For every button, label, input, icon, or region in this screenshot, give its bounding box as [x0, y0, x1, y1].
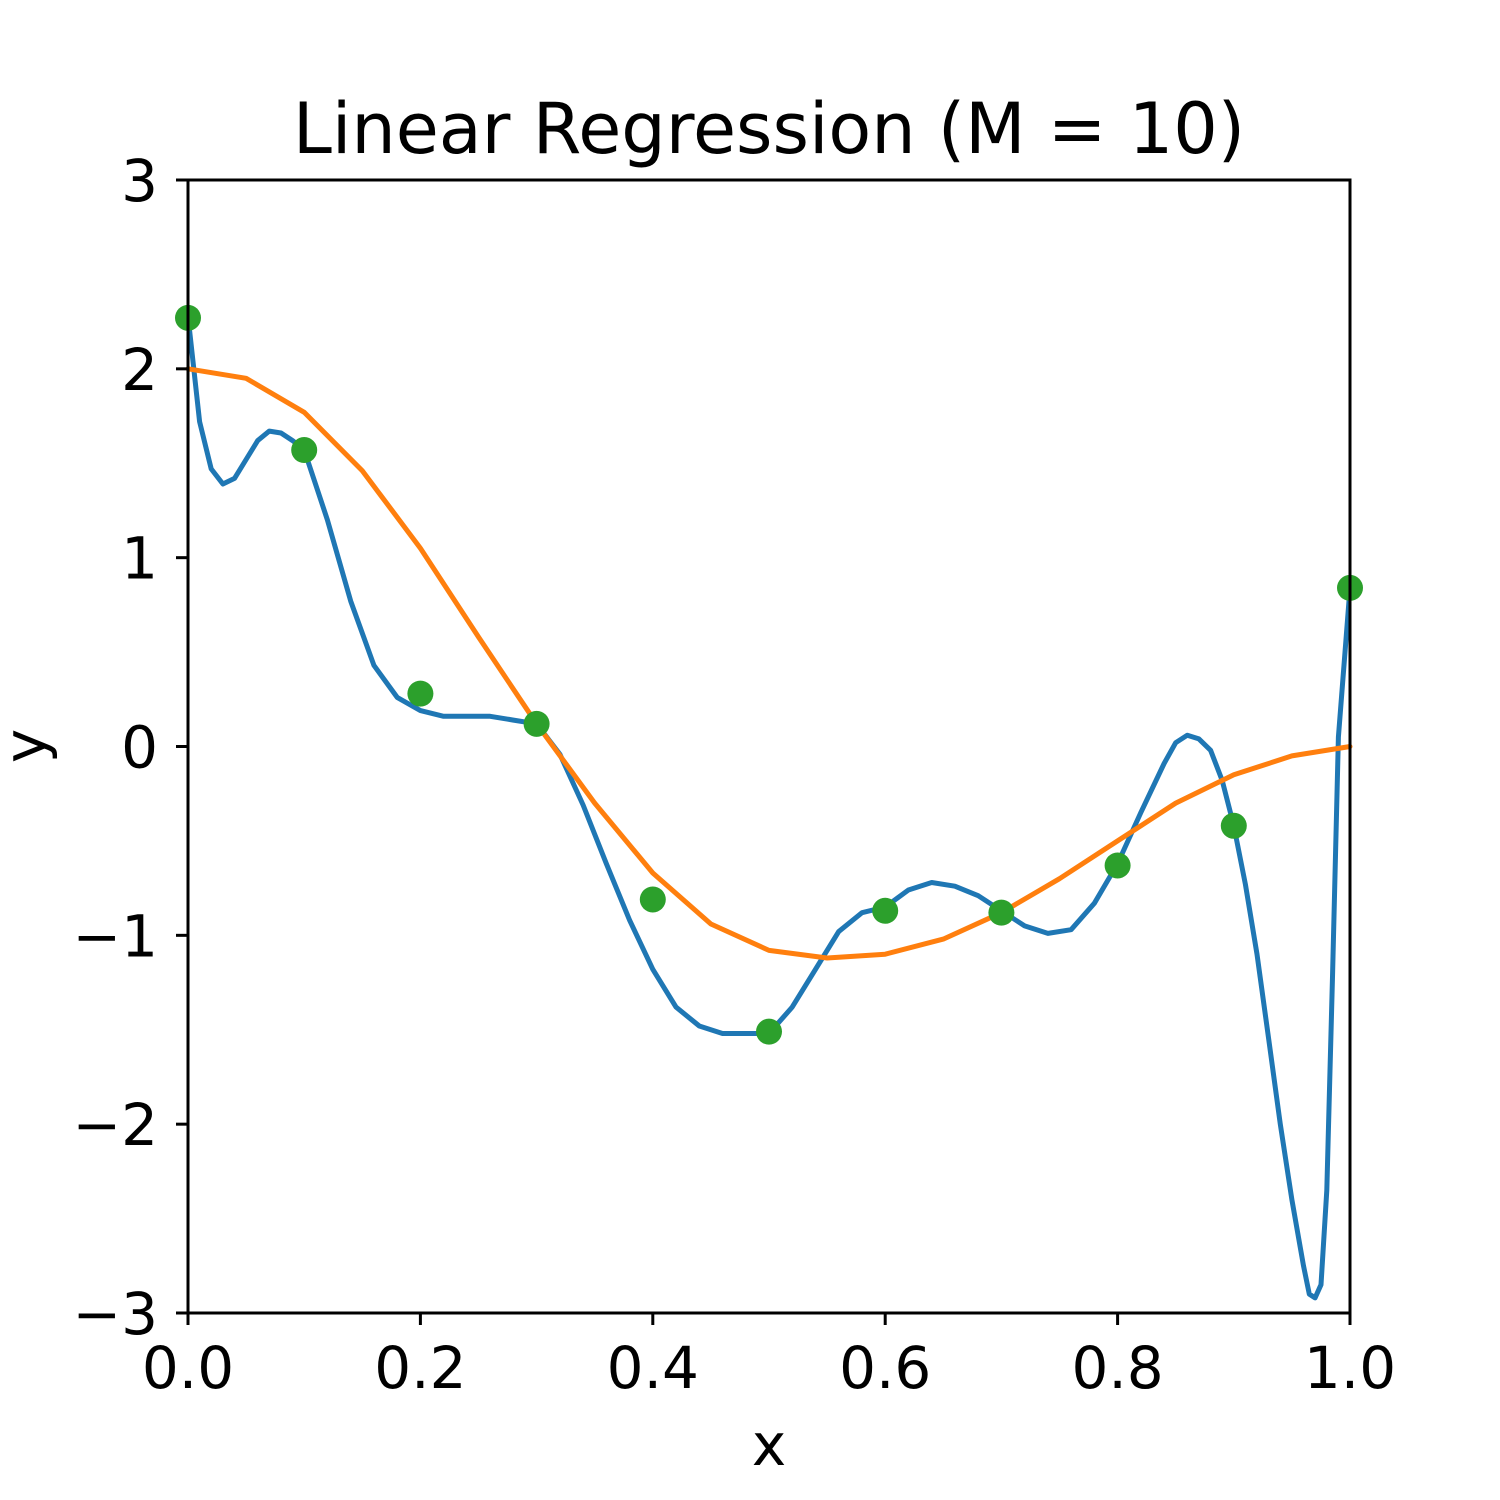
- x-tick-label: 0.4: [607, 1334, 699, 1402]
- data-point-2: [291, 437, 318, 464]
- y-tick-label: −3: [73, 1280, 159, 1348]
- x-axis: 0.0 0.2 0.4 0.6 0.8 1.0: [142, 1313, 1396, 1402]
- plot-series: [175, 304, 1363, 1301]
- x-axis-label: x: [752, 1411, 786, 1479]
- data-point-5: [639, 886, 666, 913]
- data-point-6: [756, 1018, 782, 1045]
- data-point-7: [872, 897, 899, 924]
- x-tick-label: 0.0: [142, 1334, 234, 1402]
- data-point-9: [1104, 852, 1131, 879]
- chart-title: Linear Regression (M = 10): [293, 88, 1245, 170]
- y-tick-label: 0: [121, 714, 158, 782]
- y-tick-label: 1: [121, 525, 158, 593]
- x-tick-label: 0.8: [1071, 1334, 1163, 1402]
- y-axis: 3 2 1 0 −1 −2 −3: [73, 147, 188, 1348]
- y-tick-label: −2: [73, 1091, 159, 1159]
- x-tick-label: 0.6: [839, 1334, 931, 1402]
- x-tick-label: 1.0: [1304, 1334, 1396, 1402]
- y-tick-label: −1: [73, 902, 159, 970]
- data-point-3: [407, 680, 434, 707]
- y-tick-label: 3: [121, 147, 158, 215]
- series-line-1: [185, 313, 1353, 1301]
- data-point-10: [1220, 812, 1247, 839]
- data-point-8: [988, 899, 1015, 926]
- y-tick-label: 2: [121, 336, 158, 404]
- data-point-4: [523, 710, 550, 737]
- x-tick-label: 0.2: [374, 1334, 466, 1402]
- series-line-2: [185, 366, 1353, 961]
- y-axis-label: y: [0, 729, 59, 763]
